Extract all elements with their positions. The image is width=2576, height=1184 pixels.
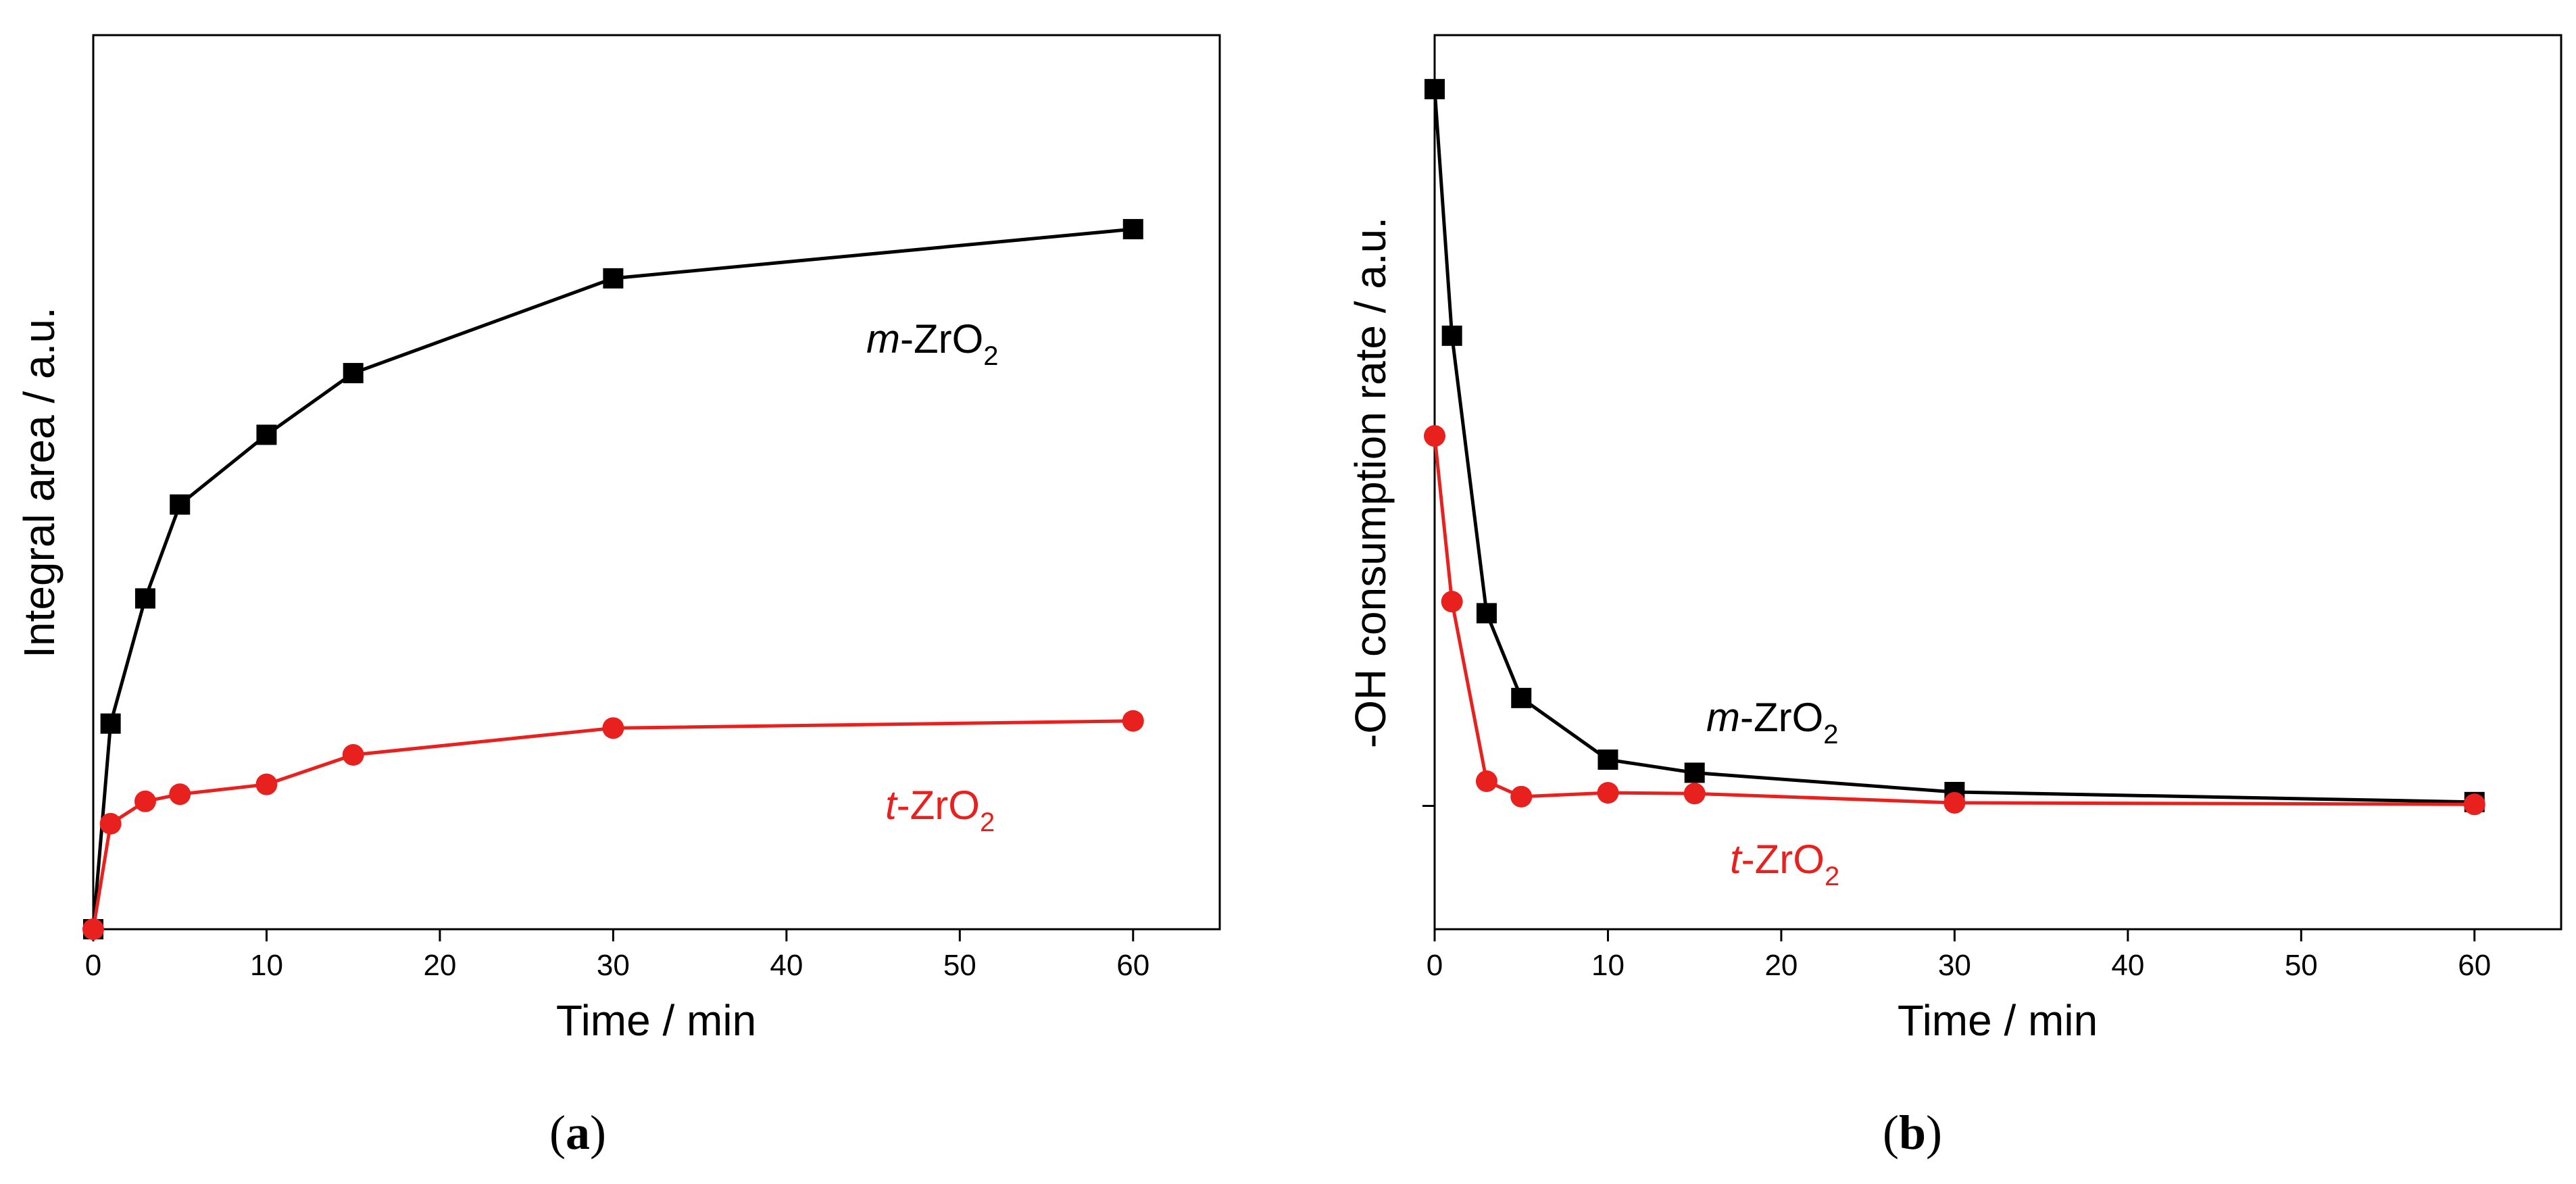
series-line-t-zro2 bbox=[1433, 435, 2475, 806]
data-point-m-zro2 bbox=[134, 588, 155, 609]
data-point-t-zro2 bbox=[602, 717, 624, 739]
data-point-t-zro2 bbox=[2463, 793, 2485, 816]
data-point-m-zro2 bbox=[256, 424, 277, 445]
data-point-m-zro2 bbox=[170, 494, 191, 515]
data-point-t-zro2 bbox=[1475, 770, 1497, 793]
y-axis-title-b: -OH consumption rate / a.u. bbox=[1346, 217, 1395, 748]
data-point-m-zro2 bbox=[100, 713, 121, 734]
data-point-m-zro2 bbox=[1476, 603, 1497, 624]
chart-panel-a: 0 10 20 30 40 50 60 Time / min Integral area /… bbox=[15, 34, 1221, 1160]
x-tick-label: 30 bbox=[1938, 949, 1971, 982]
data-point-t-zro2 bbox=[1122, 710, 1144, 732]
x-tick-label: 20 bbox=[423, 949, 456, 982]
series-label-sub: 2 bbox=[980, 808, 995, 837]
x-tick-label: 10 bbox=[250, 949, 283, 982]
series-label-t-zro2-a: t-ZrO2 bbox=[885, 783, 995, 837]
series-markers-a bbox=[82, 219, 1144, 940]
x-tick-label: 10 bbox=[1591, 949, 1625, 982]
data-point-m-zro2 bbox=[1684, 762, 1705, 783]
x-tick-label: 20 bbox=[1764, 949, 1798, 982]
data-point-t-zro2 bbox=[342, 744, 364, 766]
data-point-t-zro2 bbox=[1683, 783, 1706, 805]
data-point-m-zro2 bbox=[1122, 219, 1143, 240]
data-point-m-zro2 bbox=[1441, 325, 1462, 346]
data-point-t-zro2 bbox=[169, 783, 191, 806]
x-tick-label: 40 bbox=[2111, 949, 2144, 982]
series-label-main: -ZrO bbox=[897, 783, 980, 828]
x-axis-title-b: Time / min bbox=[1898, 996, 2098, 1045]
y-axis-title-a: Integral area / a.u. bbox=[15, 307, 64, 658]
series-label-prefix: m bbox=[866, 316, 900, 362]
data-point-m-zro2 bbox=[1511, 687, 1532, 708]
series-label-m-zro2-b: m-ZrO2 bbox=[1706, 695, 1839, 749]
x-ticks-a: 0 10 20 30 40 50 60 bbox=[85, 929, 1149, 982]
series-label-prefix: t bbox=[1730, 837, 1743, 882]
chart-panel-b: 0 10 20 30 40 50 60 Time / min -OH consumption… bbox=[1346, 34, 2562, 1160]
series-label-prefix: t bbox=[885, 783, 898, 828]
series-lines-b bbox=[1433, 89, 2475, 806]
data-point-m-zro2 bbox=[343, 363, 364, 384]
series-markers-b bbox=[1424, 78, 2485, 816]
x-tick-label: 50 bbox=[943, 949, 976, 982]
series-label-main: -ZrO bbox=[1740, 695, 1823, 740]
data-point-m-zro2 bbox=[1425, 78, 1445, 99]
series-line-m-zro2 bbox=[91, 227, 1134, 930]
series-label-main: -ZrO bbox=[900, 316, 983, 362]
data-point-t-zro2 bbox=[1510, 785, 1533, 808]
data-point-t-zro2 bbox=[1943, 791, 1966, 814]
plot-frame-b bbox=[1433, 34, 2562, 931]
series-line-m-zro2 bbox=[1433, 89, 2475, 804]
data-point-t-zro2 bbox=[134, 790, 156, 812]
series-label-sub: 2 bbox=[983, 341, 998, 371]
x-tick-label: 60 bbox=[1116, 949, 1149, 982]
data-point-m-zro2 bbox=[1597, 749, 1618, 770]
data-point-t-zro2 bbox=[1441, 591, 1463, 613]
series-label-main: -ZrO bbox=[1741, 837, 1825, 882]
x-ticks-b: 0 10 20 30 40 50 60 bbox=[1422, 805, 2491, 982]
panel-label-b: (b) bbox=[1883, 1106, 1942, 1160]
x-tick-label: 0 bbox=[85, 949, 101, 982]
x-tick-label: 0 bbox=[1427, 949, 1443, 982]
data-point-t-zro2 bbox=[82, 918, 104, 940]
plot-frame-a bbox=[92, 34, 1221, 931]
data-point-m-zro2 bbox=[603, 268, 624, 289]
data-point-t-zro2 bbox=[1424, 425, 1445, 447]
data-point-t-zro2 bbox=[99, 812, 122, 835]
x-tick-label: 30 bbox=[597, 949, 630, 982]
data-point-t-zro2 bbox=[1597, 782, 1619, 804]
x-tick-label: 50 bbox=[2285, 949, 2318, 982]
panel-letter-a: a bbox=[566, 1106, 590, 1160]
x-tick-label: 60 bbox=[2458, 949, 2491, 982]
panel-label-a: (a) bbox=[549, 1106, 606, 1160]
series-label-m-zro2-a: m-ZrO2 bbox=[866, 316, 999, 371]
panel-letter-b: b bbox=[1899, 1106, 1926, 1160]
series-label-sub: 2 bbox=[1823, 720, 1838, 749]
series-label-sub: 2 bbox=[1825, 862, 1839, 891]
series-label-prefix: m bbox=[1706, 695, 1740, 740]
series-label-t-zro2-b: t-ZrO2 bbox=[1730, 837, 1839, 891]
data-point-t-zro2 bbox=[255, 773, 278, 795]
x-tick-label: 40 bbox=[770, 949, 803, 982]
x-axis-title-a: Time / min bbox=[556, 996, 756, 1045]
